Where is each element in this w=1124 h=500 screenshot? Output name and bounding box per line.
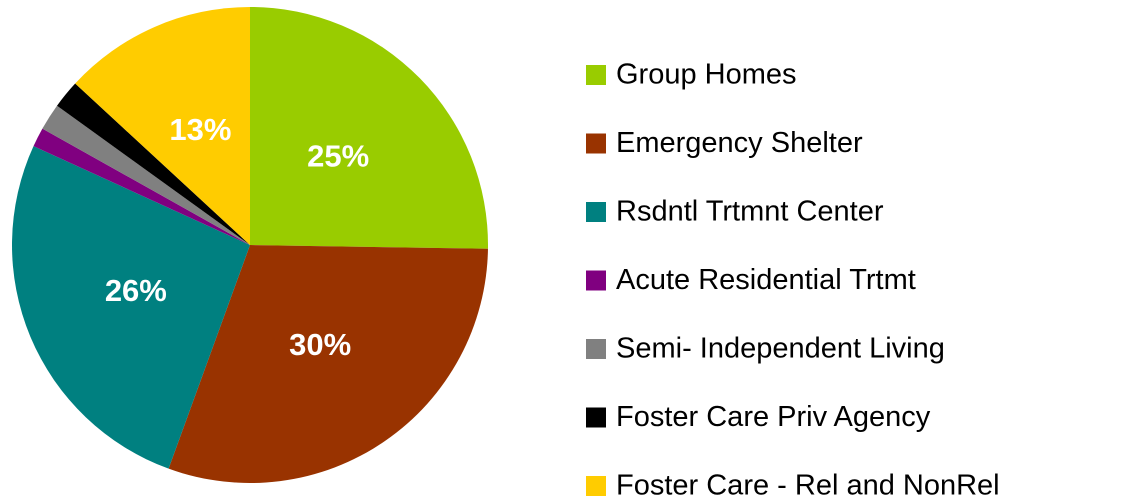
legend-label: Semi- Independent Living [616,333,945,365]
pie-slice [42,105,251,245]
legend-label: Group Homes [616,59,797,91]
legend-label: Foster Care - Rel and NonRel [616,470,1000,500]
legend-label: Rsdntl Trtmnt Center [616,196,884,228]
legend-swatch [586,202,606,222]
data-label: 30% [289,327,351,362]
pie-slice [11,146,251,469]
legend-swatch [586,339,606,359]
pie-slice [250,7,488,249]
pie-slice [75,7,250,245]
legend-swatch [586,270,606,291]
legend-label: Acute Residential Trtmt [616,264,916,296]
legend-swatch [586,133,606,154]
legend-label: Foster Care Priv Agency [616,401,931,433]
legend-swatch [586,476,606,496]
pie-slice [168,245,488,484]
legend-label: Emergency Shelter [616,127,863,159]
legend-swatch [586,407,606,428]
data-label: 26% [105,273,167,308]
data-label: 25% [307,138,369,173]
pie-slice [33,128,250,245]
data-label: 13% [169,112,231,147]
pie-slice [57,83,250,245]
legend-swatch [586,65,606,85]
